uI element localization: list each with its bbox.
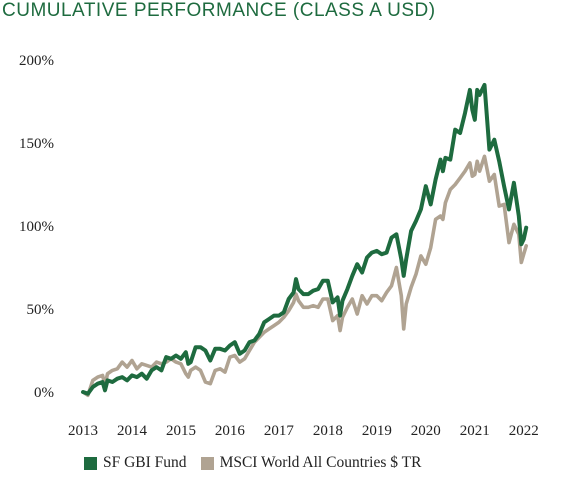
series-line-fund (81, 82, 529, 396)
legend-label-fund: SF GBI Fund (103, 454, 187, 471)
x-tick-label: 2022 (509, 423, 539, 439)
legend-swatch-fund (84, 456, 97, 470)
x-tick-label: 2021 (460, 423, 490, 439)
x-tick-label: 2020 (411, 423, 441, 439)
y-tick-label: 200% (19, 53, 54, 69)
plot-area (81, 82, 529, 398)
y-tick-label: 0% (34, 385, 54, 401)
chart-title: CUMULATIVE PERFORMANCE (CLASS A USD) (2, 0, 436, 21)
legend-label-index: MSCI World All Countries $ TR (219, 454, 422, 471)
x-axis: 2013 2014 2015 2016 2017 2018 2019 2020 2021 2022 (68, 423, 539, 439)
x-tick-label: 2017 (264, 423, 295, 439)
legend-item-fund: SF GBI Fund (84, 454, 187, 472)
y-tick-label: 50% (27, 302, 55, 318)
y-tick-label: 100% (19, 219, 54, 235)
x-tick-label: 2019 (362, 423, 392, 439)
legend: SF GBI Fund MSCI World All Countries $ T… (84, 454, 435, 472)
x-tick-label: 2015 (166, 423, 196, 439)
y-axis: 0% 50% 100% 150% 200% (19, 53, 54, 401)
legend-item-index: MSCI World All Countries $ TR (200, 454, 422, 472)
legend-swatch-index (200, 456, 214, 470)
x-tick-label: 2014 (117, 423, 148, 439)
y-tick-label: 150% (19, 136, 54, 152)
x-tick-label: 2013 (68, 423, 98, 439)
x-tick-label: 2018 (313, 423, 343, 439)
x-tick-label: 2016 (215, 423, 246, 439)
series-line-index (81, 154, 528, 398)
